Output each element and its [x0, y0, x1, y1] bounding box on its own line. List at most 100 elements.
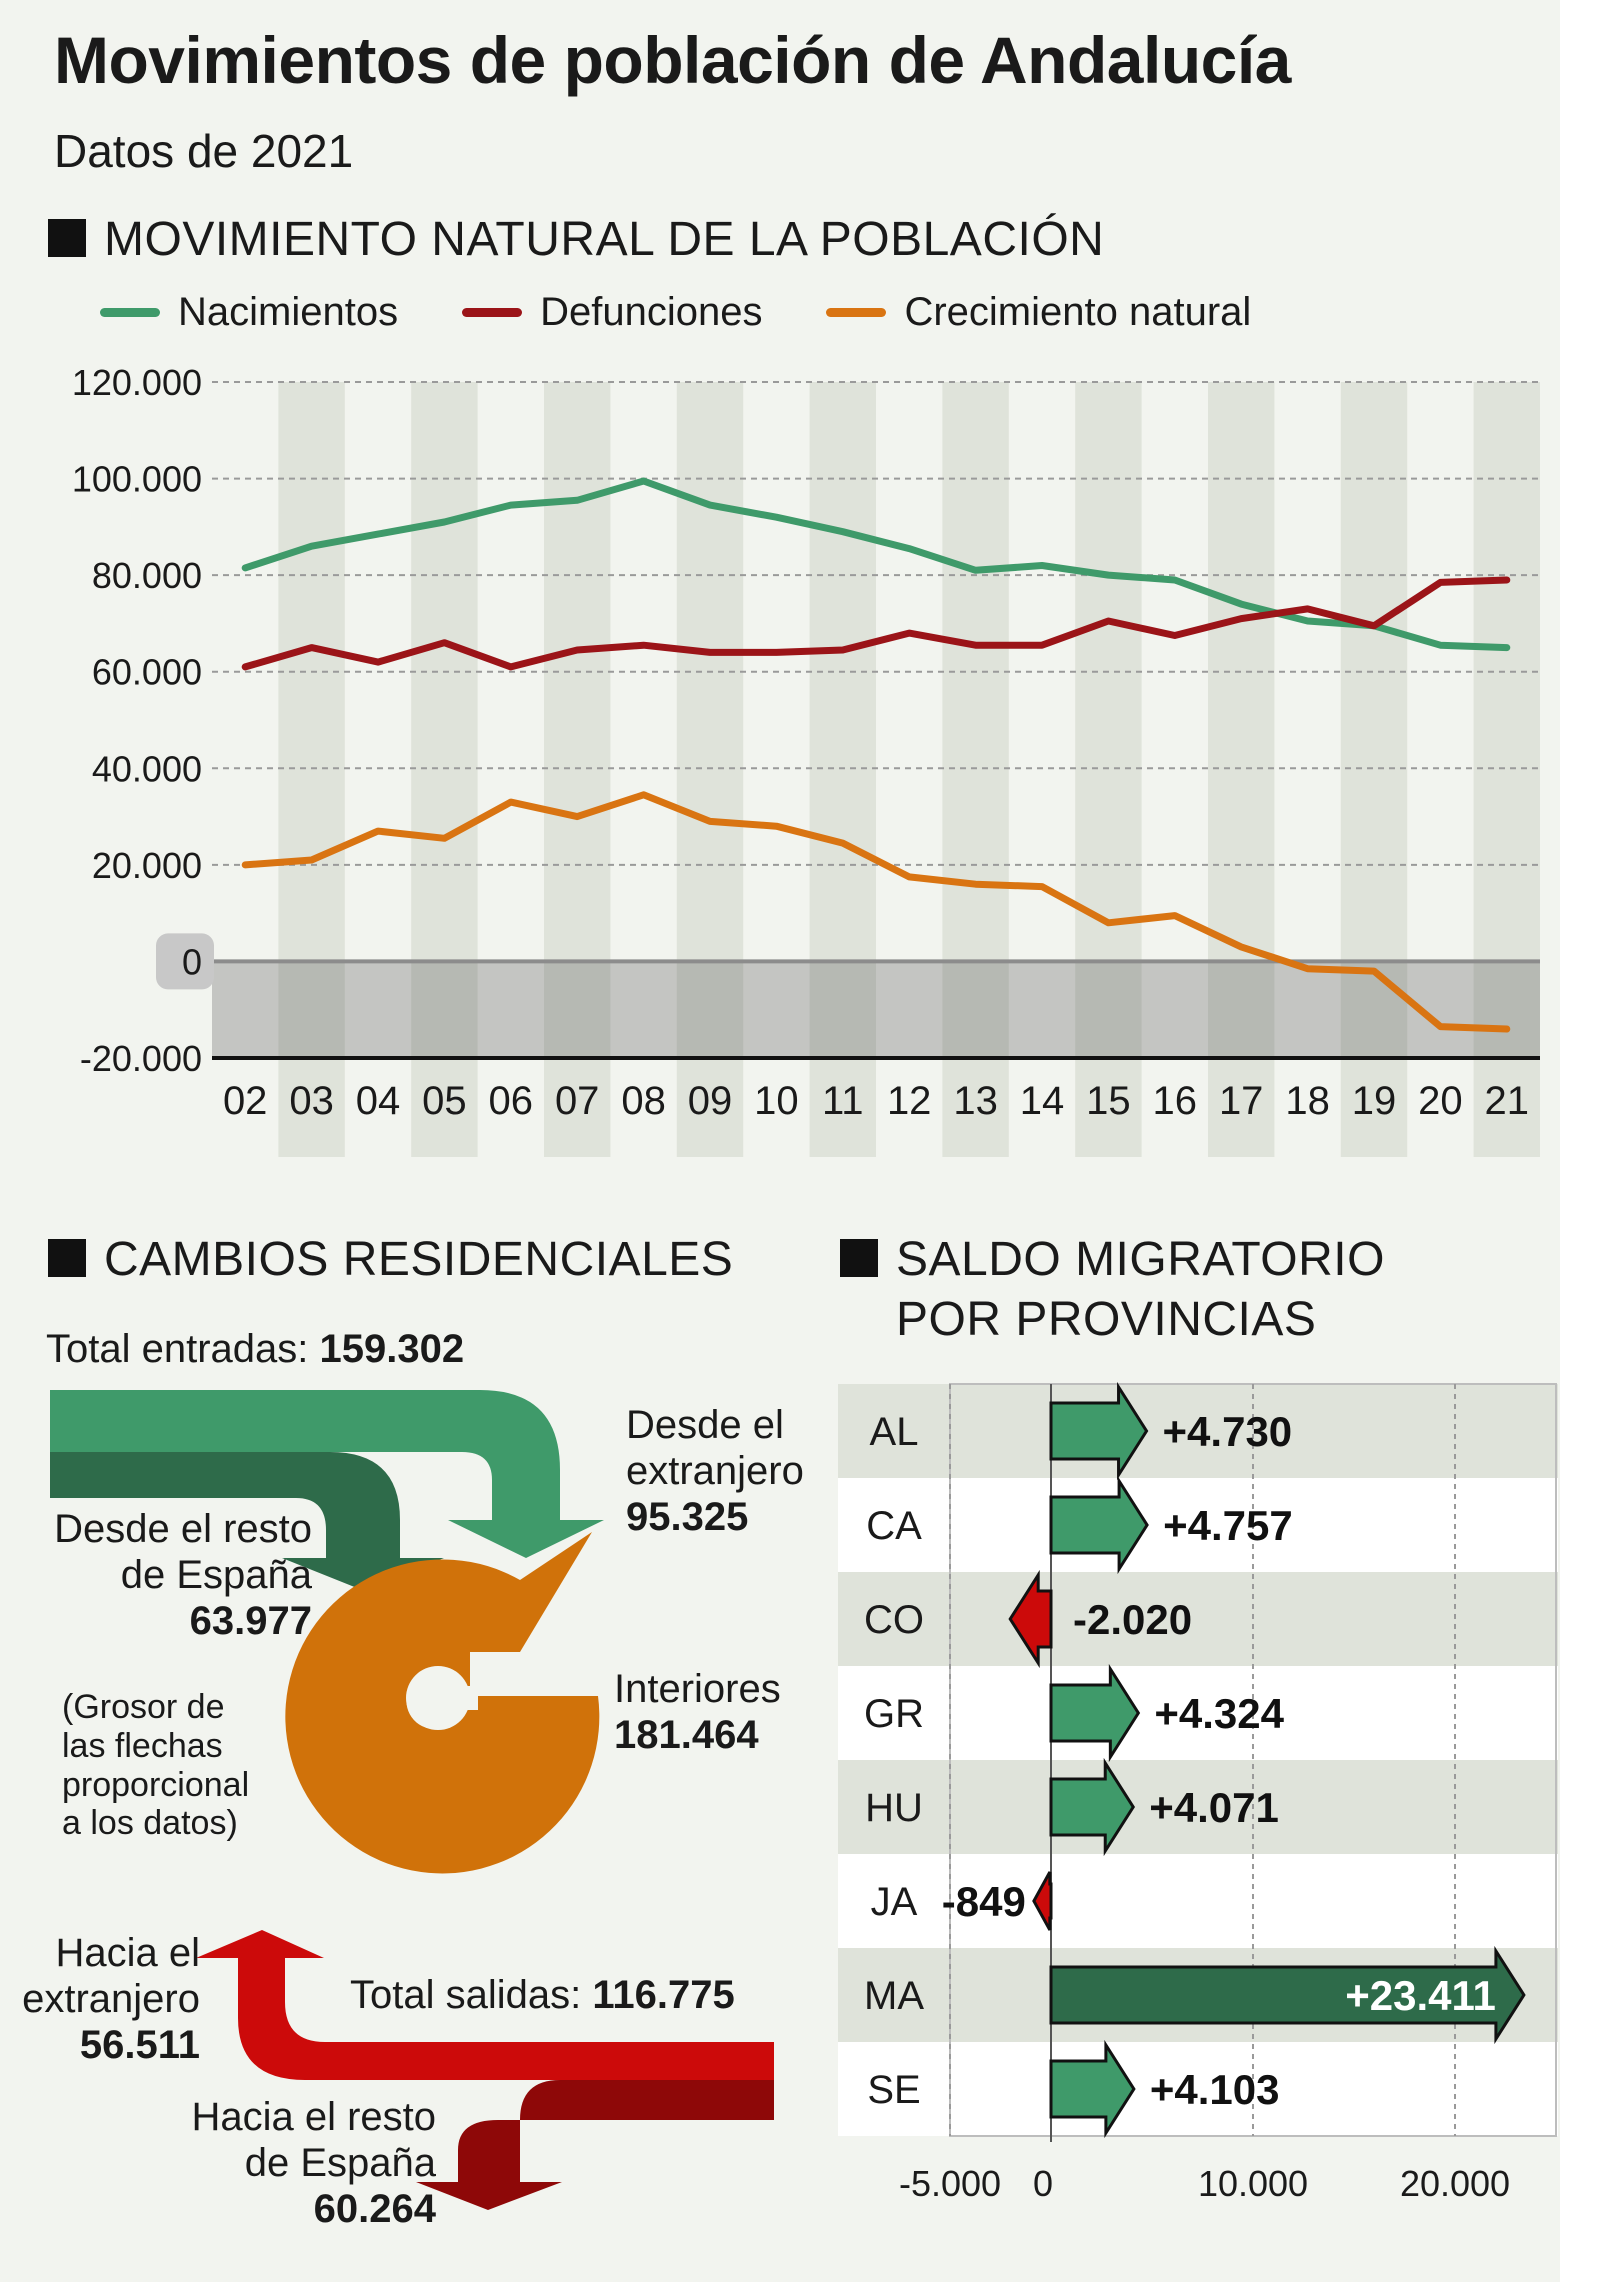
series-line-2 [241, 791, 1511, 1033]
total-salidas: Total salidas: 116.775 [350, 1972, 735, 2018]
bar-arrow-gr [1049, 1663, 1141, 1763]
value-label: +4.071 [1149, 1784, 1279, 1831]
category-label: CA [866, 1504, 922, 1548]
x-tick-label: 10 [754, 1079, 799, 1123]
shaded-column [411, 382, 478, 1157]
category-label: HU [865, 1786, 923, 1830]
category-label: GR [864, 1692, 924, 1736]
x-tick-label: 20.000 [1400, 2163, 1510, 2198]
legend-defunciones: Defunciones [462, 290, 762, 335]
arrow-out-extranjero [196, 1930, 774, 2080]
value-label: +4.324 [1154, 1690, 1284, 1737]
interiores-label: Interiores [614, 1667, 781, 1711]
category-label: JA [871, 1880, 918, 1924]
x-tick-label: 12 [887, 1079, 932, 1123]
shaded-column [278, 382, 345, 1157]
category-label: SE [867, 2068, 920, 2112]
x-tick-label: 03 [289, 1079, 334, 1123]
x-tick-label: 16 [1153, 1079, 1198, 1123]
total-entradas: Total entradas: 159.302 [46, 1326, 464, 1372]
extranjero-in-value: 95.325 [626, 1495, 749, 1539]
x-tick-label: 15 [1086, 1079, 1131, 1123]
y-tick-label: 0 [182, 941, 202, 982]
x-tick-label: 0 [1033, 2163, 1053, 2198]
arrow-in-resto [50, 1452, 444, 1590]
shaded-column [1075, 382, 1142, 1157]
bar-arrow-al [1049, 1381, 1149, 1481]
section-saldo-label-1: SALDO MIGRATORIO [896, 1233, 1385, 1286]
legend-swatch-icon [100, 308, 160, 317]
value-label: +4.103 [1150, 2066, 1280, 2113]
x-tick-label: 20 [1418, 1079, 1463, 1123]
resto-in-value: 63.977 [189, 1599, 312, 1643]
page-subtitle: Datos de 2021 [54, 125, 354, 177]
shaded-column [1340, 382, 1408, 1157]
row-background [838, 1572, 1558, 1666]
interiores-swirl-icon [285, 1532, 600, 1874]
x-tick-label: 18 [1285, 1079, 1330, 1123]
row-background [838, 1760, 1558, 1854]
value-label: +4.730 [1163, 1408, 1293, 1455]
category-label: CO [864, 1598, 924, 1642]
legend-label: Nacimientos [178, 290, 399, 334]
x-tick-label: 09 [688, 1079, 733, 1123]
y-tick-label: 80.000 [92, 555, 202, 596]
y-tick-label: 40.000 [92, 748, 202, 789]
resto-out-line2: de España [244, 2141, 436, 2185]
page-title: Movimientos de población de Andalucía [54, 23, 1291, 97]
x-tick-label: 17 [1219, 1079, 1264, 1123]
shaded-column [942, 382, 1009, 1157]
section-natural-label: MOVIMIENTO NATURAL DE LA POBLACIÓN [104, 213, 1105, 266]
arrow-out-resto [416, 2080, 774, 2210]
legend-label: Crecimiento natural [904, 290, 1252, 334]
bar-arrow-ma [1049, 1945, 1526, 2045]
section-saldo-heading: SALDO MIGRATORIO POR PROVINCIAS [840, 1230, 1385, 1350]
x-tick-label: 14 [1020, 1079, 1065, 1123]
section-square-icon [48, 219, 86, 257]
section-natural-heading: MOVIMIENTO NATURAL DE LA POBLACIÓN [48, 210, 1104, 270]
interiores-block: Interiores 181.464 [614, 1666, 781, 1758]
note-line2: las flechas [62, 1726, 223, 1765]
note-block: (Grosor de las flechas proporcional a lo… [62, 1688, 249, 1843]
y-tick-label: 60.000 [92, 652, 202, 693]
section-saldo-label-2: POR PROVINCIAS [896, 1293, 1317, 1346]
resto-in-line1: Desde el resto [54, 1507, 312, 1551]
row-background [838, 1384, 1558, 1478]
row-background [838, 1478, 1558, 1572]
extranjero-out-value: 56.511 [79, 2023, 200, 2067]
x-tick-label: 10.000 [1198, 2163, 1308, 2198]
note-line3: proporcional [62, 1765, 250, 1804]
line-chart: 120.000 100.000 80.000 60.000 40.000 20.000 -2… [72, 362, 1540, 1157]
value-label: +23.411 [1345, 1972, 1496, 2019]
legend-crecimiento: Crecimiento natural [826, 290, 1251, 335]
category-label: MA [864, 1974, 924, 2018]
bar-arrow-se [1049, 2039, 1136, 2139]
bar-arrow-hu [1049, 1757, 1136, 1857]
x-tick-label: 06 [489, 1079, 534, 1123]
y-tick-label: 100.000 [72, 459, 202, 500]
row-background [838, 2042, 1558, 2136]
x-tick-label: 07 [555, 1079, 600, 1123]
extranjero-out-line1: Hacia el [55, 1931, 200, 1975]
negative-region [212, 961, 1540, 1058]
y-tick-label: -20.000 [80, 1038, 202, 1079]
shaded-column [809, 382, 876, 1157]
legend-nacimientos: Nacimientos [100, 290, 398, 335]
row-background [838, 1666, 1558, 1760]
zero-tick-highlight [156, 933, 214, 990]
legend-swatch-icon [826, 308, 887, 317]
x-tick-label: 02 [223, 1079, 268, 1123]
residential-flow-diagram [50, 1390, 774, 2210]
category-label: AL [870, 1410, 919, 1454]
extranjero-out-block: Hacia el extranjero 56.511 [0, 1930, 200, 2068]
section-residencial-label: CAMBIOS RESIDENCIALES [104, 1233, 734, 1286]
saldo-bar-chart: AL +4.730 CA +4.757 CO -2.020 GR +4.324 HU +4.071… [838, 1381, 1558, 2198]
resto-in-line2: de España [120, 1553, 312, 1597]
arrow-in-extranjero [50, 1390, 604, 1558]
bar-arrow-ca [1049, 1475, 1149, 1575]
x-tick-label: 11 [822, 1079, 864, 1123]
note-line1: (Grosor de [62, 1688, 225, 1726]
x-tick-label: 13 [953, 1079, 998, 1123]
x-tick-label: 19 [1352, 1079, 1397, 1123]
x-tick-label: -5.000 [899, 2163, 1001, 2198]
